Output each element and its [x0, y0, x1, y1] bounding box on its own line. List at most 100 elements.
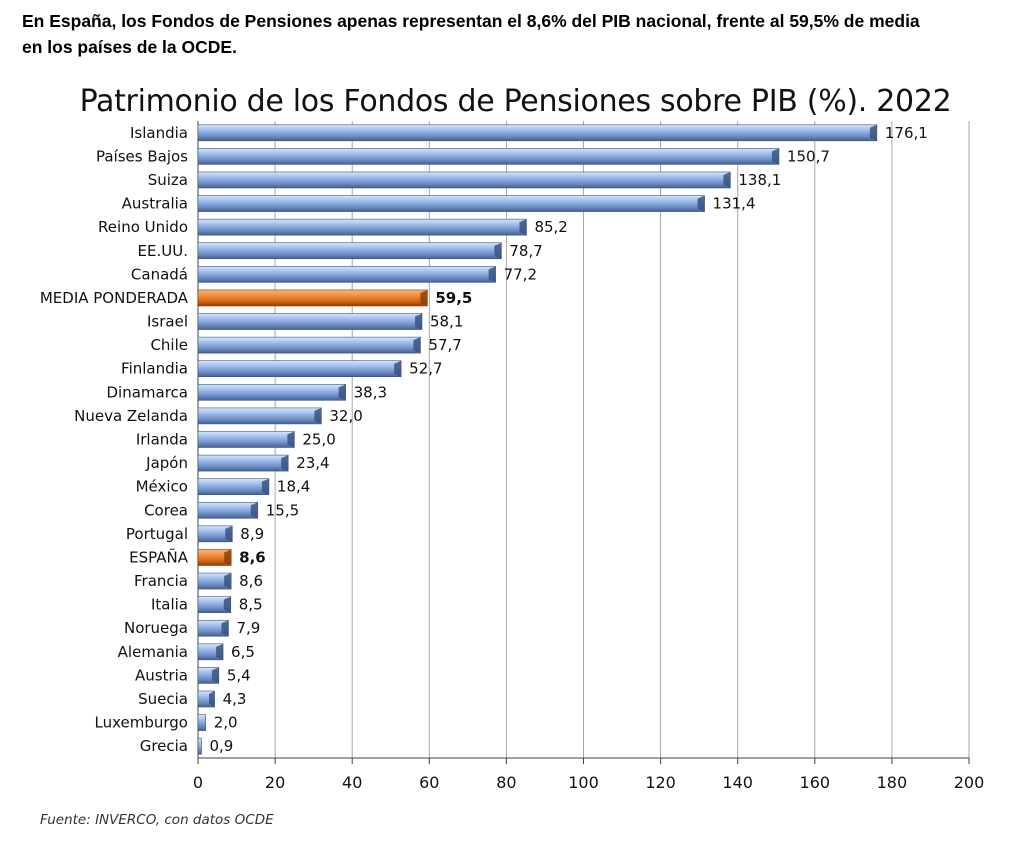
- data-label: 138,1: [738, 171, 781, 189]
- bar-bevel: [519, 219, 527, 236]
- category-label: Alemania: [118, 643, 188, 661]
- x-tick-label: 20: [265, 773, 285, 792]
- category-label: Suiza: [148, 171, 188, 189]
- bar: [197, 336, 421, 354]
- x-tick-label: 0: [193, 773, 203, 792]
- bar: [197, 501, 259, 519]
- bar-bevel: [250, 502, 258, 519]
- data-label: 38,3: [354, 383, 387, 401]
- category-label: Finlandia: [121, 360, 188, 378]
- data-label: 18,4: [277, 478, 310, 496]
- headline: En España, los Fondos de Pensiones apena…: [22, 8, 1012, 60]
- bar: [197, 218, 527, 236]
- bar-bevel: [211, 667, 219, 684]
- x-tick-label: 200: [954, 773, 985, 792]
- bar: [197, 407, 322, 425]
- category-label: EE.UU.: [138, 242, 188, 260]
- data-label: 59,5: [435, 289, 472, 307]
- category-label: Irlanda: [136, 431, 188, 449]
- bar: [197, 454, 289, 472]
- bar-bevel: [216, 643, 224, 660]
- bar: [197, 384, 346, 401]
- data-label: 58,1: [430, 313, 463, 331]
- bar-bevel: [221, 620, 229, 637]
- data-label: 52,7: [409, 360, 442, 378]
- category-label: ESPAÑA: [129, 547, 189, 566]
- headline-line-2: en los países de la OCDE.: [22, 37, 237, 57]
- bar: [197, 478, 270, 495]
- category-label: Austria: [135, 666, 188, 684]
- chart-title: Patrimonio de los Fondos de Pensiones so…: [79, 84, 952, 119]
- bar-bevel: [225, 525, 233, 542]
- x-tick-label: 100: [568, 773, 599, 792]
- category-label: Luxemburgo: [95, 714, 189, 732]
- bar: [197, 525, 233, 543]
- data-label: 8,9: [240, 525, 264, 543]
- category-label: Japón: [145, 454, 188, 472]
- data-label: 131,4: [713, 195, 756, 213]
- source-note: Fuente: INVERCO, con datos OCDE: [40, 812, 274, 828]
- bar-bevel: [394, 360, 402, 377]
- category-label: México: [136, 478, 188, 496]
- x-tick-label: 140: [722, 773, 753, 792]
- category-label: Corea: [144, 501, 188, 519]
- bar-bevel: [338, 384, 346, 401]
- x-tick-label: 80: [496, 773, 516, 792]
- bar: [197, 714, 207, 731]
- data-label: 8,5: [239, 596, 263, 614]
- bar-bevel: [494, 242, 502, 259]
- bar-bevel: [869, 124, 877, 141]
- bar: [197, 195, 705, 212]
- category-label: Países Bajos: [96, 147, 188, 165]
- category-label: Israel: [147, 313, 188, 331]
- data-label: 57,7: [428, 336, 461, 354]
- category-label: MEDIA PONDERADA: [40, 289, 189, 307]
- bar-bevel: [723, 171, 731, 188]
- x-tick-label: 120: [645, 773, 676, 792]
- bar: [197, 124, 878, 142]
- category-label: Nueva Zelanda: [74, 407, 188, 425]
- x-tick-label: 160: [800, 773, 831, 792]
- data-label: 4,3: [223, 690, 247, 708]
- bar-bevel: [287, 431, 295, 448]
- category-label: Chile: [150, 336, 188, 354]
- data-label: 25,0: [302, 431, 335, 449]
- data-label: 77,2: [504, 265, 537, 283]
- data-label: 176,1: [885, 124, 928, 142]
- data-label: 5,4: [227, 666, 251, 684]
- bar-bevel: [420, 289, 428, 306]
- category-label: Francia: [134, 572, 188, 590]
- bar-bevel: [209, 691, 215, 708]
- x-tick-label: 40: [342, 773, 362, 792]
- bar-bevel: [314, 407, 322, 424]
- bar-bevel: [281, 455, 289, 472]
- bar-bevel: [414, 313, 422, 330]
- bar: [197, 242, 502, 260]
- bar: [197, 737, 202, 755]
- bar-bevel: [488, 266, 496, 283]
- data-label: 8,6: [239, 548, 266, 566]
- data-label: 0,9: [209, 737, 233, 755]
- data-label: 23,4: [296, 454, 329, 472]
- category-label: Canadá: [131, 265, 188, 283]
- category-label: Dinamarca: [107, 383, 189, 401]
- category-label: Noruega: [124, 619, 188, 637]
- data-label: 150,7: [787, 147, 830, 165]
- data-label: 2,0: [214, 714, 238, 732]
- category-label: Portugal: [126, 525, 188, 543]
- bar: [197, 148, 780, 165]
- headline-line-1: En España, los Fondos de Pensiones apena…: [22, 11, 920, 31]
- x-tick-label: 60: [419, 773, 439, 792]
- bar: [197, 266, 496, 283]
- bar-bevel: [697, 195, 705, 212]
- bar-bevel: [261, 478, 269, 495]
- bar: [197, 171, 731, 189]
- bar-highlight: [197, 289, 428, 307]
- category-label: Grecia: [140, 737, 188, 755]
- data-label: 8,6: [239, 572, 263, 590]
- data-label: 85,2: [534, 218, 567, 236]
- bar: [197, 431, 295, 448]
- x-tick-label: 180: [877, 773, 908, 792]
- bar-bevel: [413, 337, 421, 354]
